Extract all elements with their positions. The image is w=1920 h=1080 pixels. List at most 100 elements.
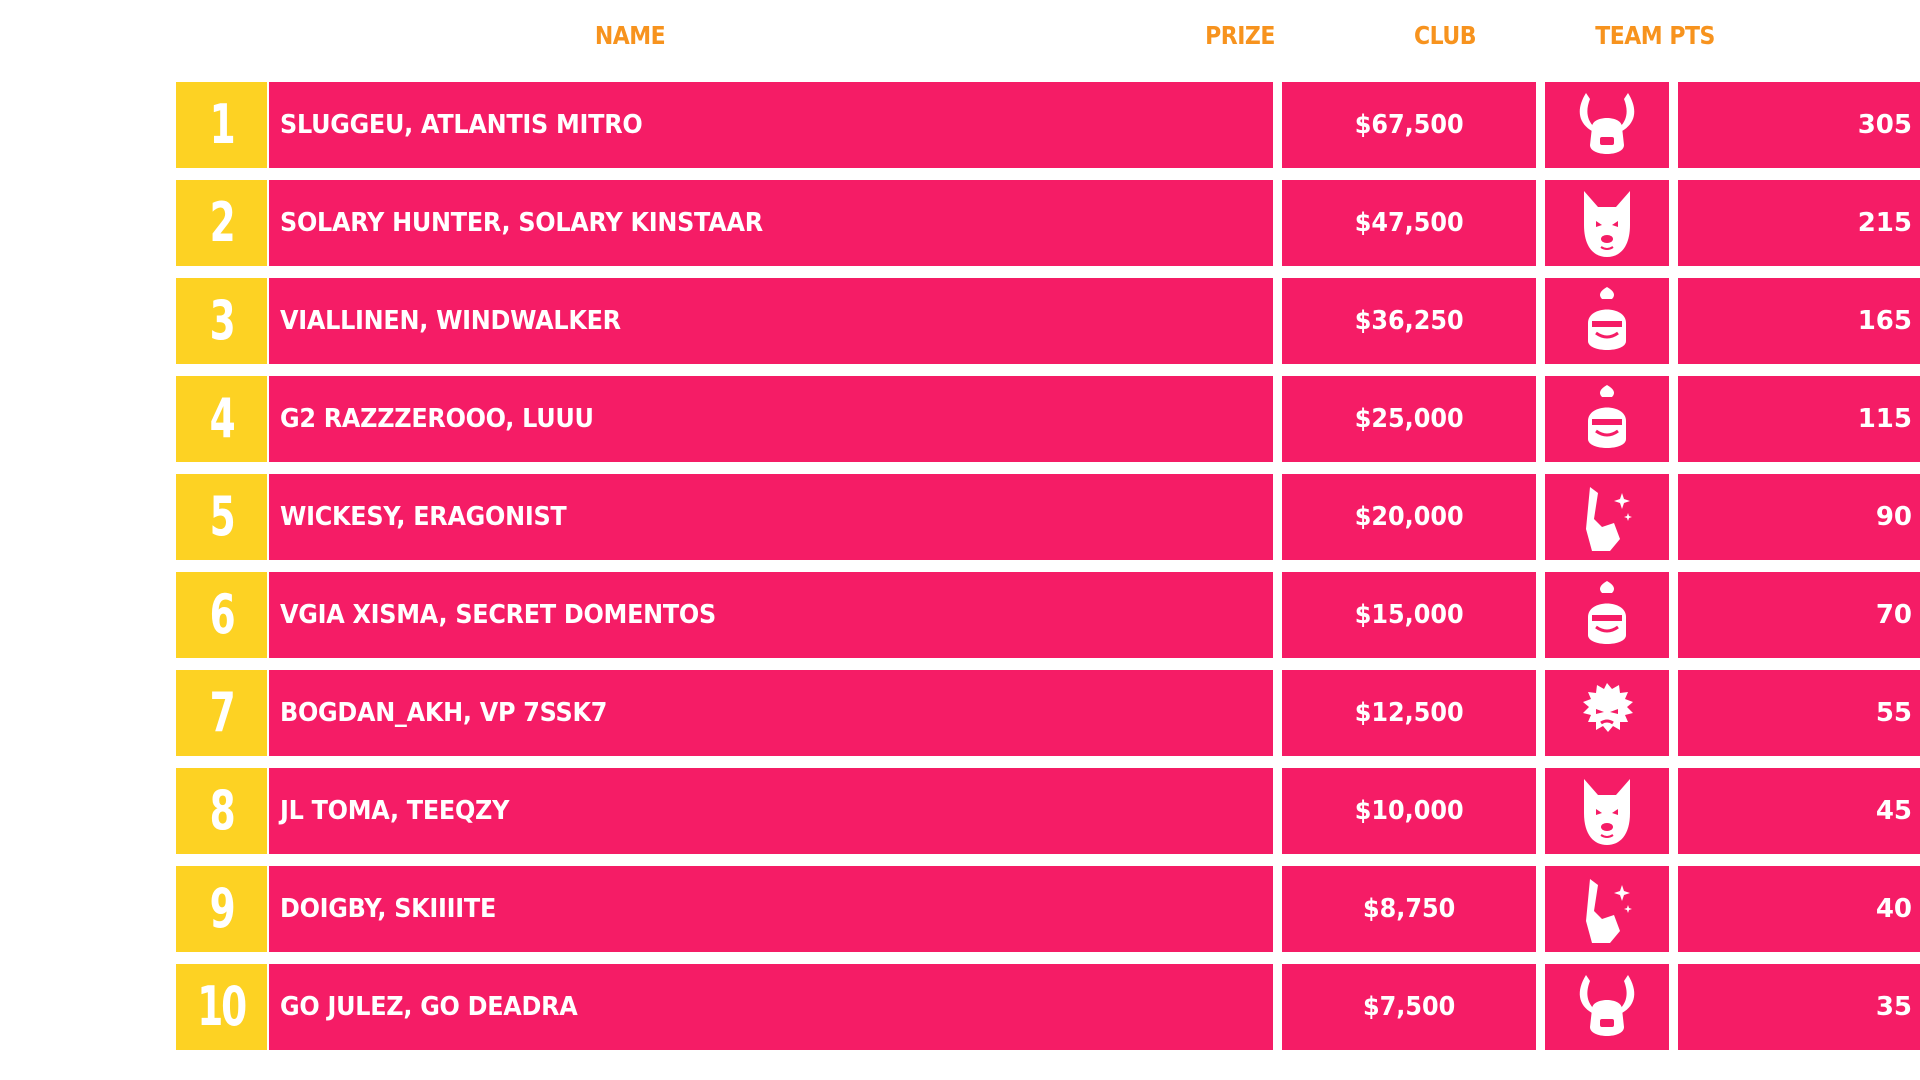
team-pts-cell: 45: [1678, 768, 1920, 854]
team-pts-cell: 40: [1678, 866, 1920, 952]
name-cell: GO JULEZ, GO DEADRA: [269, 964, 1273, 1050]
name-cell: WICKESY, ERAGONIST: [269, 474, 1273, 560]
table-row: 9 DOIGBY, SKIIIITE $8,750 40: [176, 866, 1920, 952]
table-row: 1 SLUGGEU, ATLANTIS MITRO $67,500 305: [176, 82, 1920, 168]
horned-helmet-icon: [1579, 975, 1635, 1036]
leaderboard-rows: 1 SLUGGEU, ATLANTIS MITRO $67,500 305 2 SOLA…: [176, 82, 1920, 1062]
header-club: CLUB: [1413, 22, 1477, 51]
prize-amount: $10,000: [1354, 796, 1464, 826]
rank-number: 3: [209, 289, 236, 353]
rank-cell: 7: [176, 670, 267, 756]
name-cell: SOLARY HUNTER, SOLARY KINSTAAR: [269, 180, 1273, 266]
rank-number: 2: [209, 191, 236, 255]
rank-cell: 1: [176, 82, 267, 168]
club-cell: [1545, 376, 1669, 462]
club-cell: [1545, 572, 1669, 658]
prize-cell: $25,000: [1282, 376, 1536, 462]
team-pts-cell: 165: [1678, 278, 1920, 364]
prize-cell: $67,500: [1282, 82, 1536, 168]
llama-icon: [1586, 487, 1632, 551]
prize-amount: $36,250: [1354, 306, 1464, 336]
rank-number: 8: [209, 779, 236, 843]
table-row: 5 WICKESY, ERAGONIST $20,000 90: [176, 474, 1920, 560]
furball-icon: [1583, 683, 1633, 732]
wolf-icon: [1584, 779, 1630, 845]
prize-cell: $15,000: [1282, 572, 1536, 658]
prize-amount: $8,750: [1362, 894, 1456, 924]
prize-cell: $20,000: [1282, 474, 1536, 560]
prize-amount: $20,000: [1354, 502, 1464, 532]
name-cell: VGIA XISMA, SECRET DOMENTOS: [269, 572, 1273, 658]
club-cell: [1545, 82, 1669, 168]
rank-cell: 4: [176, 376, 267, 462]
player-names: VIALLINEN, WINDWALKER: [280, 306, 621, 336]
wolf-icon: [1584, 191, 1630, 257]
header-prize: PRIZE: [1205, 22, 1275, 51]
table-row: 3 VIALLINEN, WINDWALKER $36,250 165: [176, 278, 1920, 364]
prize-amount: $67,500: [1354, 110, 1464, 140]
rank-number: 4: [209, 387, 236, 451]
prize-cell: $47,500: [1282, 180, 1536, 266]
team-pts-cell: 115: [1678, 376, 1920, 462]
rank-cell: 6: [176, 572, 267, 658]
name-cell: BOGDAN_AKH, VP 7SSK7: [269, 670, 1273, 756]
name-cell: JL TOMA, TEEQZY: [269, 768, 1273, 854]
rank-cell: 5: [176, 474, 267, 560]
name-cell: SLUGGEU, ATLANTIS MITRO: [269, 82, 1273, 168]
prize-cell: $10,000: [1282, 768, 1536, 854]
club-cell: [1545, 474, 1669, 560]
player-names: WICKESY, ERAGONIST: [280, 502, 567, 532]
knight-helmet-icon: [1588, 385, 1626, 448]
team-pts-cell: 35: [1678, 964, 1920, 1050]
player-names: JL TOMA, TEEQZY: [280, 796, 510, 826]
player-names: DOIGBY, SKIIIITE: [280, 894, 497, 924]
rank-number: 10: [197, 975, 248, 1039]
table-row: 2 SOLARY HUNTER, SOLARY KINSTAAR $47,500 2…: [176, 180, 1920, 266]
player-names: VGIA XISMA, SECRET DOMENTOS: [280, 600, 716, 630]
table-row: 10 GO JULEZ, GO DEADRA $7,500 35: [176, 964, 1920, 1050]
prize-amount: $12,500: [1354, 698, 1464, 728]
horned-helmet-icon: [1579, 93, 1635, 154]
club-cell: [1545, 964, 1669, 1050]
prize-cell: $7,500: [1282, 964, 1536, 1050]
team-pts-cell: 90: [1678, 474, 1920, 560]
rank-number: 5: [209, 485, 236, 549]
rank-cell: 2: [176, 180, 267, 266]
name-cell: G2 RAZZZEROOO, LUUU: [269, 376, 1273, 462]
prize-cell: $8,750: [1282, 866, 1536, 952]
rank-cell: 8: [176, 768, 267, 854]
rank-cell: 10: [176, 964, 267, 1050]
table-row: 4 G2 RAZZZEROOO, LUUU $25,000 115: [176, 376, 1920, 462]
rank-number: 6: [209, 583, 236, 647]
player-names: BOGDAN_AKH, VP 7SSK7: [280, 698, 608, 728]
team-pts-cell: 55: [1678, 670, 1920, 756]
name-cell: DOIGBY, SKIIIITE: [269, 866, 1273, 952]
club-cell: [1545, 180, 1669, 266]
rank-number: 7: [209, 681, 236, 745]
team-pts-cell: 305: [1678, 82, 1920, 168]
player-names: GO JULEZ, GO DEADRA: [280, 992, 578, 1022]
prize-amount: $7,500: [1362, 992, 1456, 1022]
table-row: 7 BOGDAN_AKH, VP 7SSK7 $12,500 55: [176, 670, 1920, 756]
club-cell: [1545, 670, 1669, 756]
club-cell: [1545, 866, 1669, 952]
team-pts-cell: 70: [1678, 572, 1920, 658]
prize-cell: $36,250: [1282, 278, 1536, 364]
player-names: SOLARY HUNTER, SOLARY KINSTAAR: [280, 208, 763, 238]
rank-cell: 3: [176, 278, 267, 364]
rank-cell: 9: [176, 866, 267, 952]
table-row: 8 JL TOMA, TEEQZY $10,000 45: [176, 768, 1920, 854]
header-name: NAME: [594, 22, 666, 51]
prize-amount: $15,000: [1354, 600, 1464, 630]
club-cell: [1545, 768, 1669, 854]
rank-number: 1: [209, 93, 236, 157]
llama-icon: [1586, 879, 1632, 943]
player-names: G2 RAZZZEROOO, LUUU: [280, 404, 594, 434]
prize-cell: $12,500: [1282, 670, 1536, 756]
player-names: SLUGGEU, ATLANTIS MITRO: [280, 110, 643, 140]
club-cell: [1545, 278, 1669, 364]
knight-helmet-icon: [1588, 581, 1626, 644]
table-row: 6 VGIA XISMA, SECRET DOMENTOS $15,000 70: [176, 572, 1920, 658]
prize-amount: $47,500: [1354, 208, 1464, 238]
